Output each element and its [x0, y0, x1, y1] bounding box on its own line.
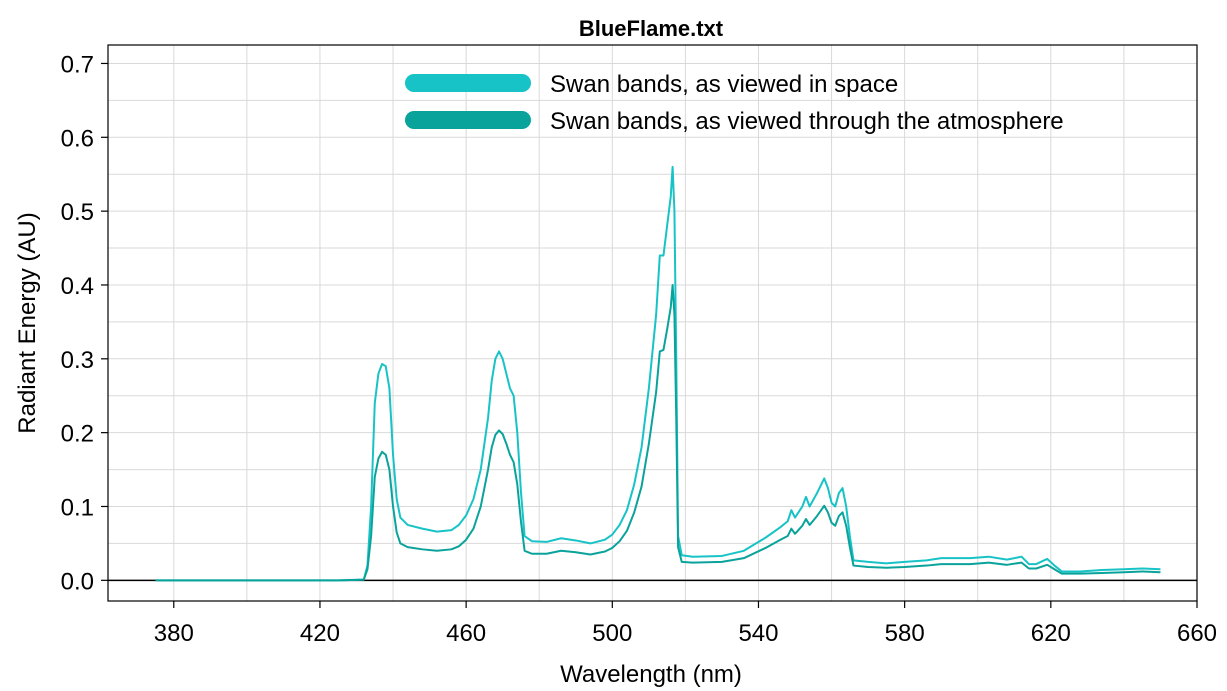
y-tick-label: 0.4: [61, 273, 94, 300]
y-tick-label: 0.3: [61, 347, 94, 374]
x-tick-label: 620: [1031, 620, 1071, 647]
x-tick-label: 460: [446, 620, 486, 647]
grid-lines: [108, 45, 1198, 601]
x-tick-label: 420: [300, 620, 340, 647]
legend-label-atmosphere: Swan bands, as viewed through the atmosp…: [550, 108, 1064, 135]
x-tick-label: 380: [154, 620, 194, 647]
y-axis-label: Radiant Energy (AU): [14, 212, 41, 433]
legend-label-space: Swan bands, as viewed in space: [550, 71, 898, 98]
y-tick-label: 0.1: [61, 494, 94, 521]
y-axis-ticks: 0.0 0.1 0.2 0.3 0.4 0.5 0.6 0.7: [61, 51, 108, 595]
y-tick-label: 0.5: [61, 199, 94, 226]
chart-title: BlueFlame.txt: [579, 16, 724, 41]
x-tick-label: 660: [1177, 620, 1217, 647]
legend: Swan bands, as viewed in space Swan band…: [405, 71, 1064, 135]
series-lines: [155, 165, 1161, 582]
series-line-atmosphere: [155, 283, 1161, 582]
x-axis-ticks: 380 420 460 500 540 580 620 660: [154, 601, 1217, 647]
y-tick-label: 0.0: [61, 568, 94, 595]
y-tick-label: 0.7: [61, 51, 94, 78]
x-tick-label: 580: [885, 620, 925, 647]
y-tick-label: 0.6: [61, 125, 94, 152]
y-tick-label: 0.2: [61, 421, 94, 448]
x-tick-label: 540: [738, 620, 778, 647]
series-line-space: [155, 165, 1161, 582]
x-tick-label: 500: [592, 620, 632, 647]
plot-frame: [107, 44, 1198, 602]
x-axis-label: Wavelength (nm): [560, 661, 742, 688]
